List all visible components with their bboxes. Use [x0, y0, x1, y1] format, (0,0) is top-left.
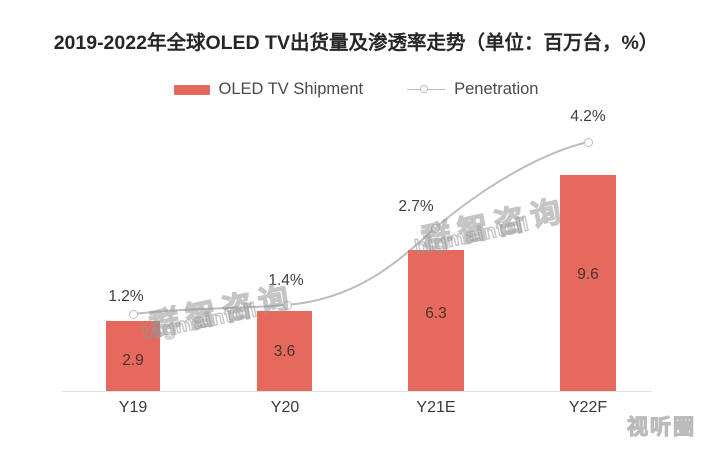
- chart-legend: OLED TV Shipment Penetration: [0, 80, 712, 99]
- bar-y22f[interactable]: [560, 175, 616, 391]
- legend-item-shipment[interactable]: OLED TV Shipment: [173, 80, 364, 99]
- bar-y19[interactable]: [106, 321, 160, 391]
- line-circle-icon: [407, 84, 446, 96]
- xtick-y21e: Y21E: [416, 399, 456, 416]
- bar-y21e[interactable]: [408, 250, 464, 391]
- pct-label-y22f: 4.2%: [570, 108, 606, 125]
- watermark-corner: 视听圈: [626, 415, 696, 439]
- pct-label-y19: 1.2%: [108, 288, 144, 305]
- bar-value-y21e: 6.3: [425, 305, 447, 322]
- pct-label-y20: 1.4%: [268, 272, 304, 289]
- bar-y20[interactable]: [257, 311, 312, 391]
- marker-y20[interactable]: [282, 300, 292, 310]
- legend-item-penetration[interactable]: Penetration: [407, 80, 539, 99]
- xtick-y22f: Y22F: [568, 399, 608, 416]
- xtick-y19: Y19: [118, 399, 148, 416]
- xtick-y20: Y20: [270, 399, 300, 416]
- marker-y22f[interactable]: [583, 137, 593, 147]
- marker-y19[interactable]: [128, 309, 138, 319]
- marker-y21e[interactable]: [430, 223, 440, 233]
- bar-value-y19: 2.9: [122, 352, 144, 369]
- bar-value-y20: 3.6: [273, 343, 296, 360]
- bar-value-y22f: 9.6: [577, 266, 599, 283]
- bar-swatch-icon: [173, 84, 210, 95]
- legend-label-shipment: OLED TV Shipment: [218, 80, 364, 98]
- x-axis-line: [62, 391, 652, 393]
- pct-label-y21e: 2.7%: [398, 198, 434, 215]
- legend-circle-marker: [420, 84, 429, 93]
- legend-label-penetration: Penetration: [454, 80, 539, 98]
- chart-title: 2019-2022年全球OLED TV出货量及渗透率走势（单位：百万台，%）: [53, 32, 659, 54]
